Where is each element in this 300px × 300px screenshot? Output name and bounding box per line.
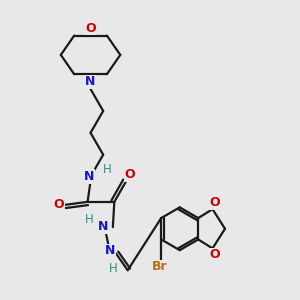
Text: H: H xyxy=(109,262,117,275)
Text: O: O xyxy=(210,248,220,261)
Text: O: O xyxy=(85,22,96,34)
Text: N: N xyxy=(84,170,94,183)
Text: H: H xyxy=(103,163,111,176)
Text: N: N xyxy=(98,220,109,233)
Text: N: N xyxy=(85,75,96,88)
Text: H: H xyxy=(85,213,93,226)
Text: N: N xyxy=(105,244,115,257)
Text: O: O xyxy=(124,168,135,181)
Text: O: O xyxy=(210,196,220,209)
Text: Br: Br xyxy=(152,260,167,273)
Text: O: O xyxy=(53,198,64,211)
